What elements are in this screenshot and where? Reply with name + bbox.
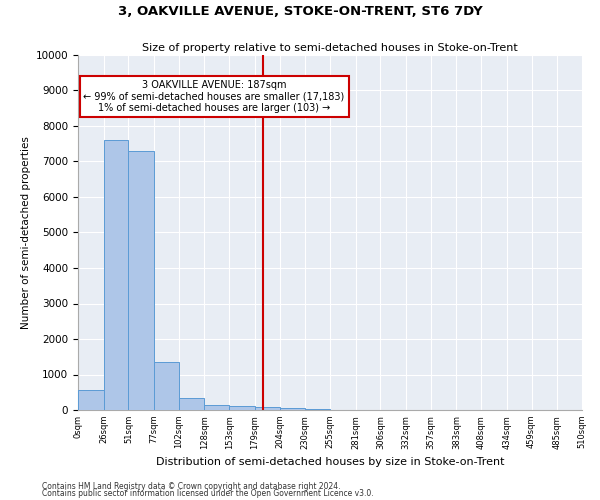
Bar <box>154 362 179 410</box>
Text: 3 OAKVILLE AVENUE: 187sqm
← 99% of semi-detached houses are smaller (17,183)
1% : 3 OAKVILLE AVENUE: 187sqm ← 99% of semi-… <box>83 80 345 113</box>
Bar <box>205 404 229 410</box>
Y-axis label: Number of semi-detached properties: Number of semi-detached properties <box>22 136 31 329</box>
Title: Size of property relative to semi-detached houses in Stoke-on-Trent: Size of property relative to semi-detach… <box>142 43 518 53</box>
Text: 3, OAKVILLE AVENUE, STOKE-ON-TRENT, ST6 7DY: 3, OAKVILLE AVENUE, STOKE-ON-TRENT, ST6 … <box>118 5 482 18</box>
Bar <box>280 408 305 410</box>
Bar <box>78 390 104 410</box>
Bar <box>104 140 128 410</box>
Bar <box>229 406 255 410</box>
Text: Contains public sector information licensed under the Open Government Licence v3: Contains public sector information licen… <box>42 489 374 498</box>
Bar <box>128 151 154 410</box>
X-axis label: Distribution of semi-detached houses by size in Stoke-on-Trent: Distribution of semi-detached houses by … <box>156 457 504 467</box>
Text: Contains HM Land Registry data © Crown copyright and database right 2024.: Contains HM Land Registry data © Crown c… <box>42 482 341 491</box>
Bar <box>255 406 280 410</box>
Bar <box>179 398 205 410</box>
